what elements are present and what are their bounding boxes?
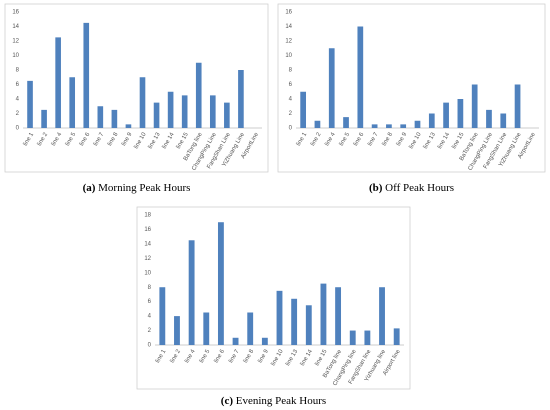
chart-caption: (c) Evening Peak Hours xyxy=(221,395,326,407)
bar xyxy=(188,240,195,345)
bar xyxy=(83,22,90,128)
y-tick-label: 8 xyxy=(16,68,20,74)
bar xyxy=(314,120,321,128)
bar xyxy=(97,106,104,128)
bar xyxy=(471,84,478,128)
y-tick-label: 2 xyxy=(289,111,293,117)
bar xyxy=(55,37,61,128)
bar xyxy=(195,62,202,128)
bar xyxy=(69,77,76,128)
y-tick-label: 14 xyxy=(12,24,19,30)
y-tick-label: 10 xyxy=(285,53,292,59)
bar xyxy=(139,77,146,128)
y-tick-label: 0 xyxy=(289,126,293,132)
bar xyxy=(181,95,188,128)
bar xyxy=(500,113,507,128)
y-tick-label: 14 xyxy=(285,24,292,30)
y-tick-label: 16 xyxy=(144,227,151,233)
bar xyxy=(414,120,421,128)
bar xyxy=(224,102,230,128)
y-tick-label: 6 xyxy=(148,299,152,305)
bar xyxy=(217,222,224,345)
bar xyxy=(291,298,298,345)
y-tick-label: 0 xyxy=(148,343,152,349)
caption-title: Evening Peak Hours xyxy=(236,395,326,407)
y-tick-label: 4 xyxy=(16,97,20,103)
y-tick-label: 2 xyxy=(16,111,20,117)
bar xyxy=(357,26,364,128)
y-tick-label: 6 xyxy=(16,82,20,88)
bar xyxy=(457,99,464,128)
bar xyxy=(349,330,356,345)
bar xyxy=(261,337,268,345)
y-tick-label: 0 xyxy=(16,126,20,132)
bar xyxy=(386,124,392,128)
chart-frame xyxy=(136,206,411,390)
chart-frame xyxy=(4,3,269,173)
y-tick-label: 4 xyxy=(289,97,293,103)
y-tick-label: 6 xyxy=(289,82,293,88)
y-tick-label: 8 xyxy=(289,68,293,74)
bar xyxy=(238,70,244,128)
bar xyxy=(276,290,283,345)
bar xyxy=(159,287,166,345)
bar xyxy=(443,102,449,128)
y-tick-label: 2 xyxy=(148,328,152,334)
y-tick-label: 12 xyxy=(285,39,292,45)
bar xyxy=(111,109,118,128)
bar xyxy=(209,95,216,128)
bar xyxy=(247,312,254,345)
bar xyxy=(328,48,335,128)
y-tick-label: 12 xyxy=(144,256,151,262)
bar xyxy=(203,312,210,345)
bar xyxy=(514,84,521,128)
bar xyxy=(305,305,312,345)
bar xyxy=(486,109,492,128)
bar xyxy=(400,124,407,128)
bar xyxy=(232,337,239,345)
caption-label: (b) xyxy=(369,182,383,194)
bar xyxy=(364,330,371,345)
y-tick-label: 4 xyxy=(148,314,152,320)
caption-title: Off Peak Hours xyxy=(385,182,454,194)
caption-title: Morning Peak Hours xyxy=(98,182,190,194)
y-tick-label: 10 xyxy=(144,270,151,276)
bar xyxy=(379,287,385,345)
chart-frame xyxy=(277,3,546,173)
bar xyxy=(167,91,174,128)
bar xyxy=(27,80,33,128)
y-tick-label: 8 xyxy=(148,285,152,291)
y-tick-label: 16 xyxy=(285,10,292,16)
chart-caption: (a) Morning Peak Hours xyxy=(83,182,191,194)
bar xyxy=(335,287,342,345)
y-tick-label: 18 xyxy=(144,213,151,219)
bar xyxy=(428,113,435,128)
y-tick-label: 12 xyxy=(12,39,19,45)
y-tick-label: 14 xyxy=(144,241,151,247)
bar xyxy=(125,124,132,128)
y-tick-label: 16 xyxy=(12,10,19,16)
bar xyxy=(343,117,349,128)
chart-caption: (b) Off Peak Hours xyxy=(369,182,454,194)
caption-label: (a) xyxy=(83,182,96,194)
bar xyxy=(371,124,378,128)
bar xyxy=(41,109,47,128)
bar xyxy=(300,91,307,128)
bar xyxy=(320,283,327,345)
caption-label: (c) xyxy=(221,395,234,407)
bar xyxy=(393,328,400,345)
bar xyxy=(174,316,180,345)
y-tick-label: 10 xyxy=(12,53,19,59)
bar xyxy=(153,102,160,128)
